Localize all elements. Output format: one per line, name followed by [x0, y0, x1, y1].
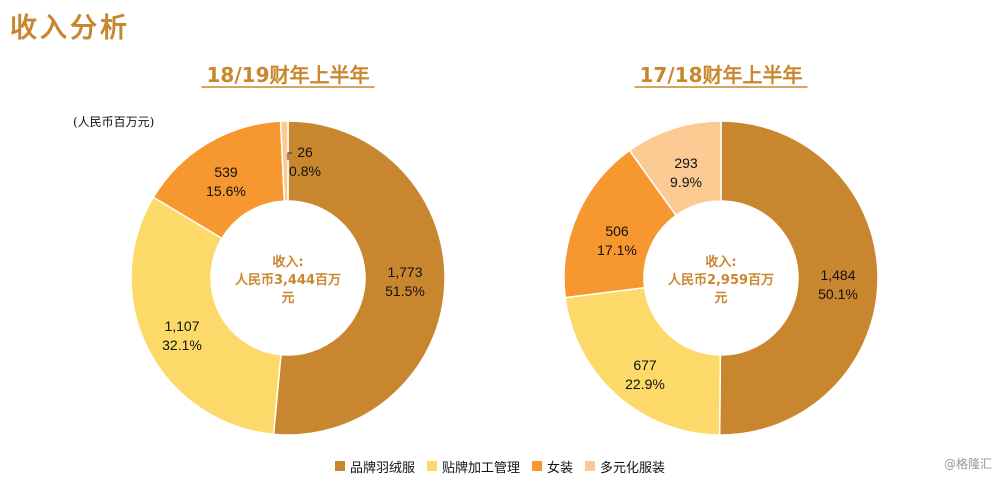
- donut-segment-3: [563, 149, 678, 299]
- chart-legend: 品牌羽绒服 贴牌加工管理 女装 多元化服装: [0, 455, 1000, 477]
- segment-value-label: 539: [214, 164, 238, 180]
- legend-swatch: [426, 461, 437, 471]
- donut-chart-2: 17/18财年上半年 1,484 50.1% 677 22.9% 506 17.1% 293 9…: [563, 63, 879, 436]
- segment-value-label: 293: [674, 155, 698, 171]
- segment-value-label: 1,484: [820, 267, 855, 283]
- center-label-line: 元: [714, 291, 727, 306]
- segment-percent-label: 0.8%: [289, 163, 321, 179]
- segment-percent-label: 50.1%: [818, 286, 858, 302]
- segment-value-label: 677: [633, 357, 657, 373]
- donut-segment-4: [628, 120, 722, 217]
- center-label-line: 收入:: [705, 254, 736, 270]
- chart-title: 18/19财年上半年: [207, 63, 370, 87]
- legend-label: 女装: [547, 460, 574, 476]
- center-label-line: 人民币3,444百万: [235, 272, 341, 288]
- segment-value-label: 1,773: [387, 264, 422, 280]
- unit-label: (人民币百万元): [73, 115, 155, 129]
- segment-percent-label: 17.1%: [597, 242, 637, 258]
- chart-title: 17/18财年上半年: [640, 63, 803, 87]
- legend-item-diversified: 多元化服装: [585, 457, 665, 476]
- leader-line: [287, 152, 292, 160]
- segment-value-label: 26: [297, 144, 313, 160]
- page-title: 收入分析: [10, 13, 130, 44]
- donut-segment-2: [564, 286, 722, 436]
- legend-swatch: [585, 461, 596, 471]
- donut-segment-4: [279, 120, 289, 202]
- legend-item-branded-down: 品牌羽绒服: [334, 457, 415, 476]
- center-label-line: 元: [281, 291, 294, 306]
- legend-label: 多元化服装: [600, 460, 666, 476]
- legend-item-womenswear: 女装: [532, 457, 573, 476]
- legend-swatch: [532, 461, 542, 471]
- legend-item-oem: 贴牌加工管理: [426, 457, 520, 476]
- donut-chart-1: 18/19财年上半年 1,773 51.5% 1,107 32.1% 539 15.6% 26…: [130, 63, 446, 436]
- segment-percent-label: 51.5%: [385, 283, 425, 299]
- segment-value-label: 506: [605, 223, 629, 239]
- center-label-line: 收入:: [272, 254, 303, 270]
- watermark: @格隆汇: [943, 457, 992, 471]
- segment-value-label: 1,107: [164, 318, 199, 334]
- segment-percent-label: 9.9%: [670, 174, 702, 190]
- donut-segment-2: [130, 196, 282, 436]
- legend-label: 贴牌加工管理: [441, 460, 520, 476]
- legend-label: 品牌羽绒服: [349, 460, 415, 476]
- donut-segment-1: [272, 120, 446, 436]
- legend-swatch: [334, 461, 345, 471]
- donut-segment-1: [718, 120, 879, 436]
- center-label-line: 人民币2,959百万: [668, 272, 774, 288]
- segment-percent-label: 32.1%: [162, 337, 202, 353]
- segment-percent-label: 22.9%: [625, 376, 665, 392]
- segment-percent-label: 15.6%: [206, 183, 246, 199]
